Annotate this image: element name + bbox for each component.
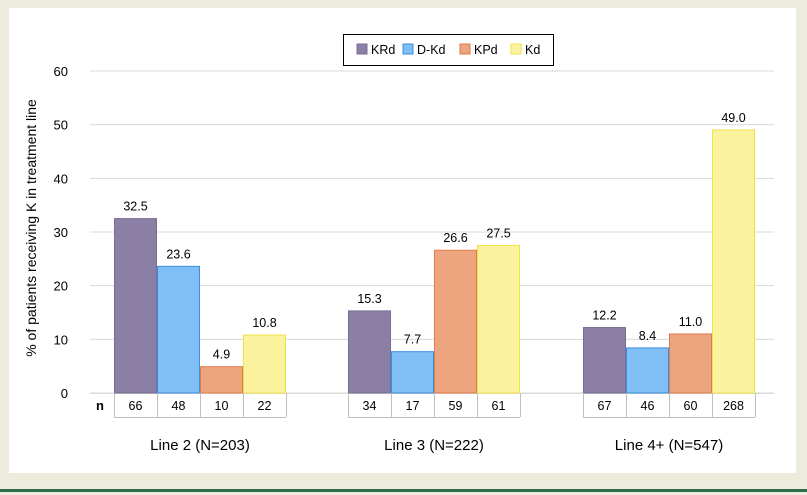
bar-kpd-3 [669, 333, 712, 394]
n-value: 66 [129, 399, 143, 413]
data-label: 23.6 [166, 247, 190, 261]
y-axis-label: % of patients receiving K in treatment l… [23, 99, 39, 357]
data-labels: 32.5 23.6 4.9 10.8 15.3 7.7 26.6 27.5 12.2 8.4 11.… [123, 111, 745, 362]
legend-swatch-kpd [459, 43, 471, 55]
data-label: 15.3 [357, 292, 381, 306]
data-label: 27.5 [486, 226, 510, 240]
y-tick-label: 0 [61, 386, 68, 401]
legend-swatch-d-kd [402, 43, 414, 55]
category-labels: Line 2 (N=203) Line 3 (N=222) Line 4+ (N=5… [150, 437, 723, 454]
bar-d-kd-3 [626, 347, 669, 394]
n-value: 22 [258, 399, 272, 413]
n-value: 268 [723, 399, 744, 413]
n-value: 61 [492, 399, 506, 413]
legend-label-d-kd: D-Kd [417, 43, 446, 57]
y-tick-label: 50 [54, 118, 68, 133]
y-tick-label: 20 [54, 279, 68, 294]
n-value: 48 [172, 399, 186, 413]
bar-krd-1 [114, 218, 157, 394]
legend-swatch-krd [356, 43, 368, 55]
y-axis-ticks: 0 10 20 30 40 50 60 [54, 64, 68, 401]
n-value: 60 [684, 399, 698, 413]
data-label: 10.8 [252, 316, 276, 330]
data-label: 11.0 [679, 315, 702, 329]
y-tick-label: 30 [54, 225, 68, 240]
data-label: 32.5 [123, 200, 147, 214]
bar-krd-2 [348, 310, 391, 394]
category-label: Line 3 (N=222) [384, 437, 484, 454]
legend: KRd D-Kd KPd Kd [343, 34, 554, 66]
data-label: 49.0 [721, 111, 745, 125]
data-label: 12.2 [592, 309, 616, 323]
n-table: n 66 48 10 22 34 17 59 61 67 46 60 268 [96, 393, 756, 418]
data-label: 26.6 [443, 231, 467, 245]
n-row-label: n [96, 398, 104, 413]
category-label: Line 4+ (N=547) [615, 437, 723, 454]
bar-kd-3 [712, 129, 755, 394]
n-value: 17 [406, 399, 420, 413]
n-value: 67 [598, 399, 612, 413]
n-value: 59 [449, 399, 463, 413]
data-label: 7.7 [404, 333, 421, 347]
bar-kd-1 [243, 334, 286, 394]
legend-label-kd: Kd [525, 43, 540, 57]
bar-krd-3 [583, 327, 626, 394]
n-value: 34 [363, 399, 377, 413]
bars [114, 129, 755, 394]
n-value: 10 [215, 399, 229, 413]
category-label: Line 2 (N=203) [150, 437, 250, 454]
data-label: 8.4 [639, 329, 656, 343]
bar-kpd-1 [200, 366, 243, 394]
legend-swatch-kd [510, 43, 522, 55]
y-tick-label: 60 [54, 64, 68, 79]
data-label: 4.9 [213, 348, 230, 362]
y-tick-label: 40 [54, 171, 68, 186]
n-value: 46 [641, 399, 655, 413]
y-tick-label: 10 [54, 332, 68, 347]
legend-label-kpd: KPd [474, 43, 498, 57]
bar-kd-2 [477, 244, 520, 394]
bottom-rule [0, 489, 807, 492]
bar-d-kd-2 [391, 351, 434, 394]
legend-label-krd: KRd [371, 43, 395, 57]
bar-d-kd-1 [157, 265, 200, 394]
bar-kpd-2 [434, 249, 477, 394]
